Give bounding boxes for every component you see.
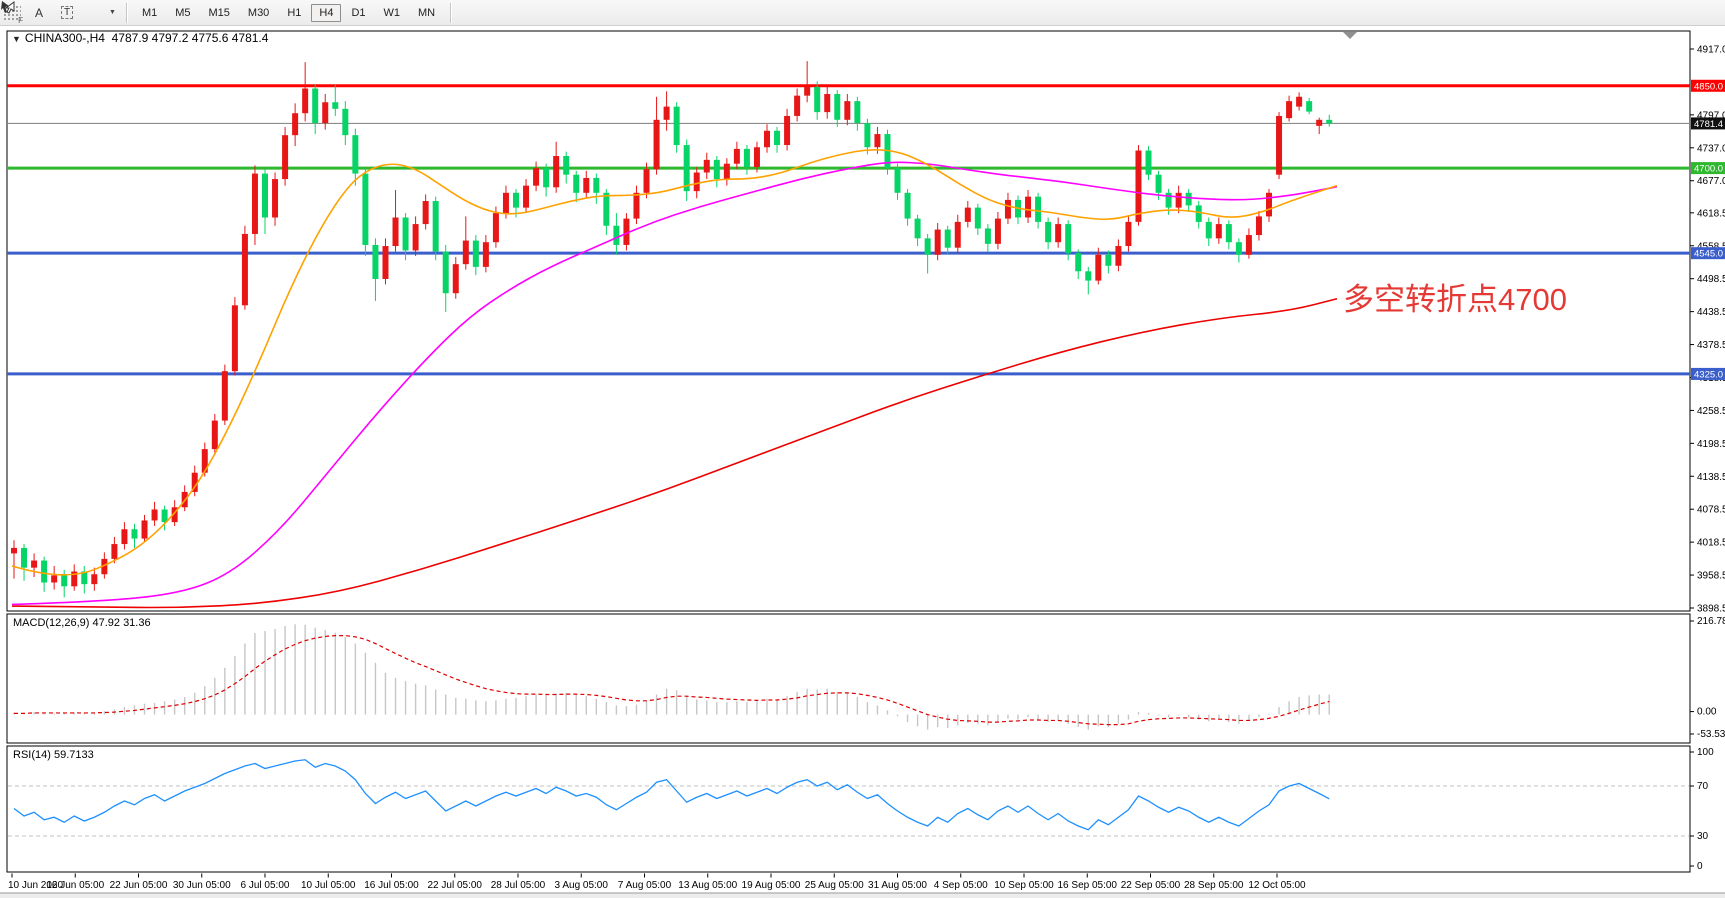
symbol-dropdown-icon[interactable]: ▼: [12, 34, 21, 44]
toolbar: F A T ▼ M1 M5 M15 M30 H1 H4 D1 W1 MN: [0, 0, 1725, 26]
svg-text:10 Jun 2020: 10 Jun 2020: [8, 880, 63, 891]
label-tool-button[interactable]: A: [34, 5, 43, 20]
svg-text:4797.0: 4797.0: [1697, 110, 1725, 121]
svg-text:4018.5: 4018.5: [1697, 538, 1725, 549]
rsi-value: 59.7133: [53, 749, 94, 761]
chart-symbol-label: CHINA300-,H4: [24, 31, 105, 45]
svg-text:4078.5: 4078.5: [1697, 505, 1725, 516]
status-bar: [0, 893, 1725, 898]
ma-slow-red-line: [11, 297, 1338, 609]
timeframe-button-d1[interactable]: D1: [351, 7, 366, 19]
svg-text:22 Jul 05:00: 22 Jul 05:00: [428, 880, 483, 891]
svg-text:4198.5: 4198.5: [1697, 439, 1725, 450]
svg-text:30 Jun 05:00: 30 Jun 05:00: [173, 880, 231, 891]
candlesticks: [11, 61, 1333, 598]
price-axis-badges: 4850.0 4700.0 4545.0 4325.0 4781.4: [1691, 79, 1725, 380]
svg-text:4850.0: 4850.0: [1694, 81, 1723, 92]
svg-text:7 Aug 05:00: 7 Aug 05:00: [618, 880, 672, 891]
textbox-tool-icon: T: [60, 6, 74, 19]
timeframe-button-h4[interactable]: H4: [311, 4, 342, 22]
rsi-name: RSI(14): [13, 749, 51, 761]
svg-text:13 Aug 05:00: 13 Aug 05:00: [678, 880, 737, 891]
svg-text:4558.5: 4558.5: [1697, 241, 1725, 252]
rsi-indicator: 100 70 30 0: [8, 747, 1714, 872]
macd-name: MACD(12,26,9): [13, 617, 90, 629]
panel-borders: [6, 30, 1691, 873]
timeframe-button-m1[interactable]: M1: [141, 7, 158, 19]
svg-text:12 Oct 05:00: 12 Oct 05:00: [1248, 880, 1306, 891]
timeframe-button-m5[interactable]: M5: [175, 7, 191, 19]
svg-text:4258.5: 4258.5: [1697, 406, 1725, 417]
textbox-tool-button[interactable]: T: [54, 3, 80, 23]
svg-text:4737.0: 4737.0: [1697, 143, 1725, 154]
svg-text:22 Sep 05:00: 22 Sep 05:00: [1121, 880, 1181, 891]
svg-text:3958.5: 3958.5: [1697, 571, 1725, 582]
timeframe-button-m30[interactable]: M30: [247, 7, 270, 19]
timeframe-button-m15[interactable]: M15: [208, 7, 230, 19]
timeframe-toolbar: M1 M5 M15 M30 H1 H4 D1 W1 MN: [133, 3, 444, 22]
ma-mid-magenta-line: [11, 161, 1338, 606]
macd-signal-line: [14, 634, 1330, 726]
svg-text:4378.5: 4378.5: [1697, 340, 1725, 351]
macd-indicator: 216.78 0.00 -53.53: [13, 616, 1725, 740]
svg-text:4545.0: 4545.0: [1694, 249, 1723, 260]
svg-text:28 Jul 05:00: 28 Jul 05:00: [491, 880, 546, 891]
svg-text:4498.5: 4498.5: [1697, 274, 1725, 285]
chart-title: ▼ CHINA300-,H4 4787.9 4797.2 4775.6 4781.…: [12, 31, 268, 45]
svg-text:100: 100: [1697, 747, 1714, 758]
chart-ohlc-values: 4787.9 4797.2 4775.6 4781.4: [111, 31, 269, 45]
svg-text:4618.5: 4618.5: [1697, 208, 1725, 219]
svg-text:4325.0: 4325.0: [1694, 369, 1723, 380]
svg-text:28 Sep 05:00: 28 Sep 05:00: [1184, 880, 1244, 891]
svg-text:10 Sep 05:00: 10 Sep 05:00: [994, 880, 1054, 891]
chart-shift-marker-icon[interactable]: [1343, 32, 1357, 39]
svg-text:19 Aug 05:00: 19 Aug 05:00: [742, 880, 801, 891]
chart-annotation-text: 多空转折点4700: [1343, 282, 1567, 317]
timeframe-button-mn[interactable]: MN: [418, 7, 436, 19]
svg-text:216.78: 216.78: [1697, 616, 1725, 627]
horizontal-level-lines[interactable]: [7, 84, 1690, 376]
svg-text:16 Jun 05:00: 16 Jun 05:00: [46, 880, 104, 891]
toolbar-separator: [450, 2, 452, 23]
svg-text:4 Sep 05:00: 4 Sep 05:00: [934, 880, 988, 891]
svg-text:3 Aug 05:00: 3 Aug 05:00: [555, 880, 609, 891]
svg-text:22 Jun 05:00: 22 Jun 05:00: [110, 880, 168, 891]
timeframe-button-h1[interactable]: H1: [287, 7, 302, 19]
svg-text:6 Jul 05:00: 6 Jul 05:00: [241, 880, 290, 891]
svg-text:16 Jul 05:00: 16 Jul 05:00: [364, 880, 419, 891]
macd-values: 47.92 31.36: [92, 617, 151, 629]
rsi-line: [13, 759, 1330, 831]
svg-text:-53.53: -53.53: [1697, 729, 1725, 740]
svg-text:10 Jul 05:00: 10 Jul 05:00: [301, 880, 356, 891]
svg-text:4781.4: 4781.4: [1694, 119, 1723, 130]
svg-text:25 Aug 05:00: 25 Aug 05:00: [805, 880, 864, 891]
svg-text:4700.0: 4700.0: [1694, 164, 1723, 175]
svg-text:16 Sep 05:00: 16 Sep 05:00: [1058, 880, 1118, 891]
svg-text:3898.5: 3898.5: [1697, 604, 1725, 615]
svg-text:4438.5: 4438.5: [1697, 307, 1725, 318]
svg-text:4917.0: 4917.0: [1697, 45, 1725, 56]
svg-text:70: 70: [1697, 781, 1709, 792]
ma-fast-orange-line: [11, 149, 1338, 576]
svg-text:0: 0: [1697, 861, 1703, 872]
svg-text:4138.5: 4138.5: [1697, 472, 1725, 483]
macd-label: MACD(12,26,9) 47.92 31.36: [13, 617, 151, 629]
chevron-down-icon[interactable]: ▼: [109, 9, 116, 16]
rsi-label: RSI(14) 59.7133: [13, 749, 94, 761]
svg-text:30: 30: [1697, 831, 1709, 842]
svg-text:4677.0: 4677.0: [1697, 176, 1725, 187]
timeframe-button-w1[interactable]: W1: [383, 7, 401, 19]
svg-text:31 Aug 05:00: 31 Aug 05:00: [868, 880, 927, 891]
toolbar-separator: [125, 2, 127, 23]
svg-text:0.00: 0.00: [1697, 707, 1717, 718]
cursor-arrows-icon: [1, 1, 15, 14]
cursor-tool-button[interactable]: [1, 1, 108, 23]
price-axis: 4917.0 4797.0 4737.0 4677.0 4618.5 4558.5 4498…: [1690, 45, 1725, 615]
